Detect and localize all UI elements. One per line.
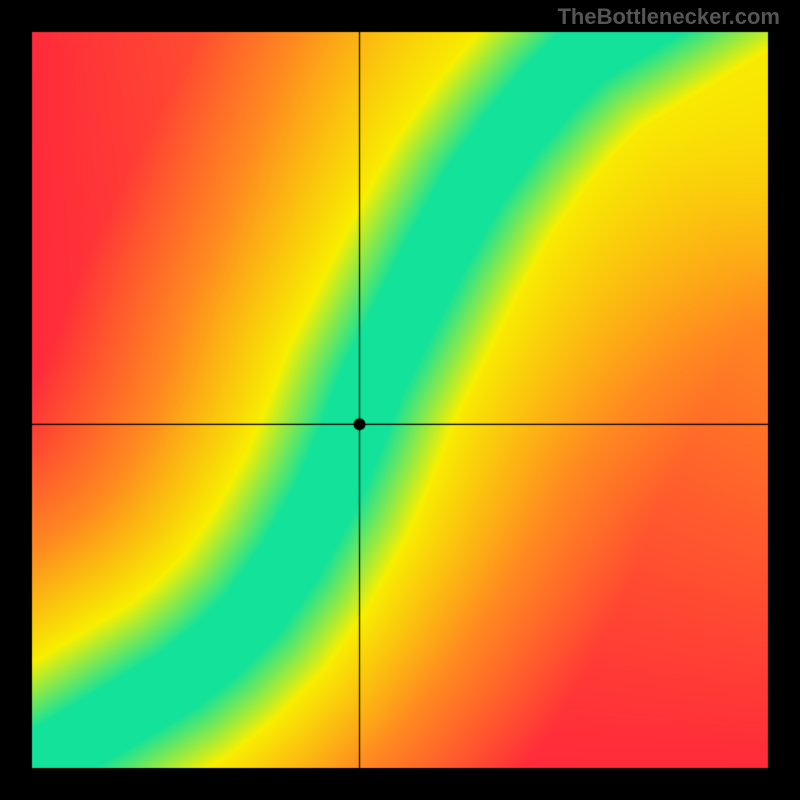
heatmap-canvas [0, 0, 800, 800]
watermark-text: TheBottlenecker.com [557, 4, 780, 30]
chart-container: TheBottlenecker.com [0, 0, 800, 800]
